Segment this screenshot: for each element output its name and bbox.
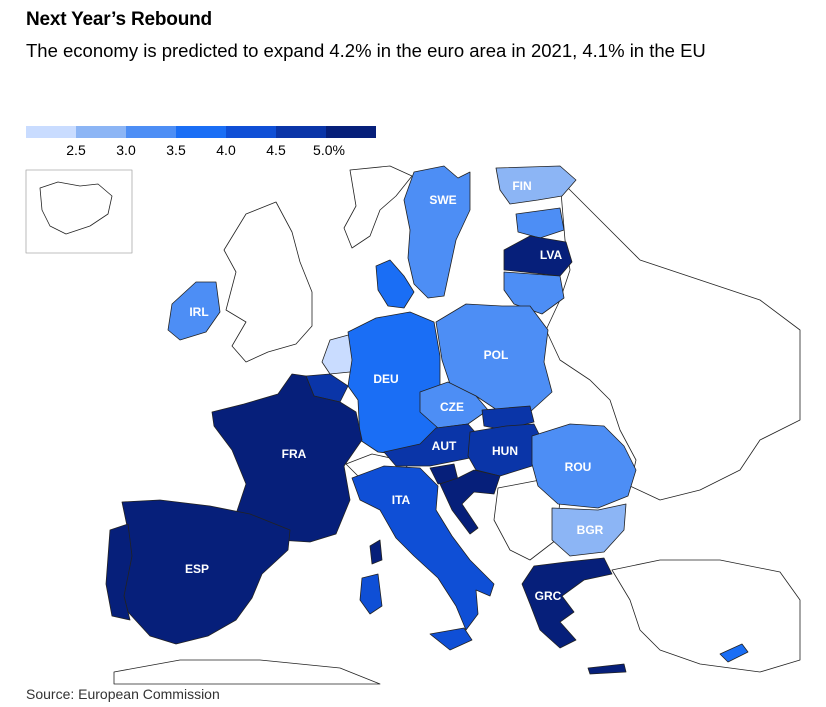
- country-hrv: [439, 469, 501, 535]
- country-grc-crete: [587, 663, 627, 675]
- legend-bin-2: [76, 126, 126, 138]
- label-aut: AUT: [432, 439, 457, 453]
- country-cyp: [719, 643, 749, 663]
- legend-bin-1: [26, 126, 76, 138]
- country-labels: SWE FIN LVA IRL POL DEU CZE FRA AUT HUN …: [185, 179, 604, 603]
- country-swe: [403, 165, 471, 299]
- legend-bin-6: [276, 126, 326, 138]
- label-bgr: BGR: [577, 523, 604, 537]
- color-legend: 2.5 3.0 3.5 4.0 4.5 5.0%: [26, 126, 376, 158]
- label-irl: IRL: [189, 305, 208, 319]
- label-pol: POL: [484, 348, 509, 362]
- country-ita: [351, 465, 495, 631]
- country-grc: [521, 557, 613, 649]
- europe-map: SWE FIN LVA IRL POL DEU CZE FRA AUT HUN …: [25, 165, 801, 685]
- legend-tick-4-5: 4.5: [266, 142, 286, 158]
- legend-tick-5-0: 5.0%: [313, 142, 345, 158]
- legend-tick-4-0: 4.0: [216, 142, 236, 158]
- country-rou: [531, 423, 637, 509]
- label-deu: DEU: [373, 372, 398, 386]
- legend-tick-2-5: 2.5: [66, 142, 86, 158]
- country-fra-corsica: [369, 539, 383, 565]
- label-cze: CZE: [440, 400, 464, 414]
- legend-tick-3-0: 3.0: [116, 142, 136, 158]
- country-cze: [419, 381, 489, 429]
- label-hun: HUN: [492, 444, 518, 458]
- country-prt: [105, 523, 133, 621]
- legend-bin-7: [326, 126, 376, 138]
- iceland: [39, 181, 113, 235]
- source-note: Source: European Commission: [26, 686, 220, 702]
- label-lva: LVA: [540, 248, 563, 262]
- label-swe: SWE: [429, 193, 456, 207]
- country-irl: [167, 281, 221, 341]
- country-fra: [211, 373, 363, 543]
- country-dnk: [375, 259, 415, 309]
- chart-title: Next Year’s Rebound: [26, 9, 212, 30]
- united-kingdom: [223, 201, 313, 363]
- country-fin: [495, 165, 577, 205]
- country-ltu: [503, 271, 565, 315]
- country-lva: [503, 235, 573, 277]
- label-rou: ROU: [565, 460, 592, 474]
- legend-bin-5: [226, 126, 276, 138]
- country-ita-sicily: [429, 627, 473, 651]
- country-ita-sardinia: [359, 573, 383, 615]
- turkey: [611, 559, 801, 673]
- legend-tick-3-5: 3.5: [166, 142, 186, 158]
- label-ita: ITA: [392, 493, 411, 507]
- north-africa: [113, 659, 381, 685]
- country-bgr: [551, 503, 627, 557]
- label-fin: FIN: [512, 179, 531, 193]
- legend-bin-4: [176, 126, 226, 138]
- label-fra: FRA: [282, 447, 307, 461]
- eastern-europe: [545, 179, 801, 501]
- norway: [343, 165, 413, 249]
- country-est: [515, 207, 565, 239]
- country-hun: [467, 423, 545, 477]
- label-esp: ESP: [185, 562, 209, 576]
- label-grc: GRC: [535, 589, 562, 603]
- chart-subtitle: The economy is predicted to expand 4.2% …: [26, 40, 706, 61]
- legend-bin-3: [126, 126, 176, 138]
